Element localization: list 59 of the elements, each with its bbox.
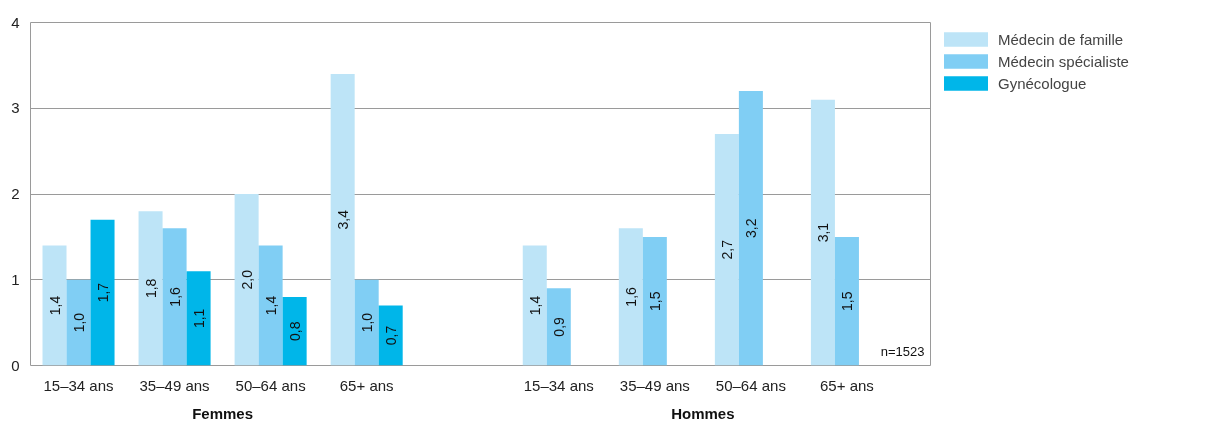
data-label: 1,1 — [190, 308, 207, 329]
y-tick-label: 2 — [11, 185, 20, 202]
data-label: 1,8 — [142, 278, 159, 299]
y-tick-label: 3 — [11, 99, 20, 117]
data-label: 1,4 — [46, 295, 63, 316]
data-label: 0,8 — [286, 321, 303, 341]
text: Hommes — [671, 404, 735, 422]
data-label: 1,7 — [94, 282, 111, 303]
data-label: 1,5 — [838, 291, 855, 311]
bar — [66, 279, 91, 366]
bar — [282, 296, 307, 366]
text: Femmes — [192, 404, 254, 422]
data-label: 1,5 — [646, 291, 663, 311]
bar — [354, 279, 379, 366]
data-label: 3,2 — [742, 218, 759, 239]
legend-label: Gynécologue — [998, 74, 1087, 92]
bar — [834, 236, 859, 366]
data-label: 1,0 — [70, 312, 87, 333]
bar — [714, 133, 739, 366]
bar — [234, 194, 259, 366]
data-label: 2,7 — [718, 239, 735, 260]
data-label: 1,4 — [526, 295, 543, 316]
data-label: 3,4 — [334, 209, 351, 230]
data-label: 3,1 — [814, 222, 831, 243]
bar — [330, 73, 355, 366]
bar — [522, 245, 547, 366]
bar — [378, 305, 403, 366]
x-tick-label: 65+ ans — [339, 376, 394, 394]
data-label: 0,9 — [550, 316, 567, 337]
x-tick-label: 65+ ans — [820, 376, 874, 394]
bar — [738, 91, 763, 366]
y-tick-label: 4 — [11, 13, 20, 31]
legend-label: Médecin spécialiste — [998, 52, 1129, 70]
bar — [90, 219, 115, 366]
data-label: 1,4 — [262, 295, 279, 316]
bar — [138, 211, 163, 366]
x-tick-label: 15–34 ans — [43, 376, 114, 394]
data-label: 1,0 — [358, 312, 375, 333]
bar — [258, 245, 283, 366]
data-label: 1,6 — [166, 286, 183, 307]
x-tick-label: 35–49 ans — [619, 376, 690, 394]
data-label: 1,6 — [622, 286, 639, 307]
bar — [546, 288, 571, 366]
legend-label: Médecin de famille — [998, 30, 1124, 48]
y-tick-label: 1 — [11, 270, 20, 288]
data-label: 0,7 — [382, 325, 399, 346]
x-tick-label: 50–64 ans — [235, 376, 306, 394]
bar — [162, 228, 187, 366]
bar — [810, 99, 835, 366]
bar — [186, 271, 211, 366]
bar — [618, 228, 643, 366]
bar — [642, 236, 667, 366]
x-tick-label: 15–34 ans — [523, 376, 594, 394]
x-tick-label: 50–64 ans — [715, 376, 786, 394]
x-tick-label: 35–49 ans — [139, 376, 210, 394]
data-label: 2,0 — [238, 269, 255, 290]
bar — [42, 245, 67, 366]
annotation: n=1523 — [880, 344, 925, 360]
y-tick-label: 0 — [11, 356, 20, 374]
